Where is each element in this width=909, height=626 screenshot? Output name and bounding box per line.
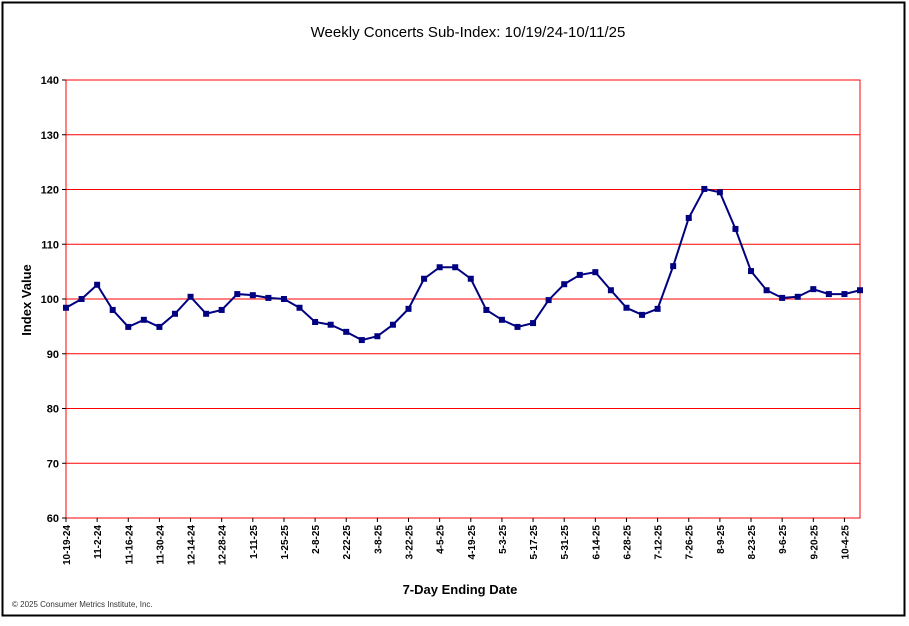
data-point [249,292,256,299]
x-tick-label: 7-26-25 [685,525,696,560]
data-point [156,323,163,330]
x-tick-label: 9-20-25 [809,525,820,560]
data-point [109,306,116,313]
y-tick-label: 70 [47,458,59,470]
x-tick-label: 2-22-25 [342,525,353,560]
data-point [343,328,350,335]
data-point [234,291,241,298]
data-point [389,321,396,328]
data-point [810,286,817,293]
data-point [825,291,832,298]
x-tick-label: 9-6-25 [778,525,789,554]
data-point [685,214,692,221]
data-point [296,304,303,311]
x-tick-label: 2-8-25 [311,525,322,554]
data-point [623,304,630,311]
x-tick-label: 3-8-25 [373,525,384,554]
y-axis-label: Index Value [19,264,34,336]
data-point [327,321,334,328]
data-point [592,269,599,276]
y-tick-label: 120 [41,185,59,197]
data-point [670,263,677,270]
data-point [358,337,365,344]
data-point [140,316,147,323]
data-point [265,294,272,301]
data-point [374,333,381,340]
x-axis-label: 7-Day Ending Date [403,582,518,597]
x-tick-label: 10-19-24 [62,525,73,565]
y-tick-label: 110 [41,239,59,251]
data-point [483,306,490,313]
copyright: © 2025 Consumer Metrics Institute, Inc. [12,600,153,609]
data-point [794,293,801,300]
data-point [716,189,723,196]
x-tick-label: 11-16-24 [124,525,135,565]
data-point [763,287,770,294]
x-tick-label: 11-30-24 [155,525,166,565]
data-point [436,264,443,271]
y-tick-label: 90 [47,349,59,361]
x-tick-label: 1-25-25 [280,525,291,560]
data-point [63,304,69,311]
data-point [280,296,287,302]
x-tick-label: 4-19-25 [467,525,478,560]
data-point [218,306,225,313]
y-tick-label: 60 [47,513,59,525]
data-point [841,291,848,298]
data-point [545,297,552,304]
data-point [421,275,428,282]
y-tick-label: 140 [41,75,59,87]
chart-frame [1,1,906,617]
y-tick-label: 100 [41,294,59,306]
data-point [187,293,194,300]
x-tick-label: 6-28-25 [622,525,633,560]
data-point [94,281,101,288]
data-point [405,305,412,312]
x-tick-label: 3-22-25 [405,525,416,560]
x-tick-label: 8-23-25 [747,525,758,560]
data-point [514,323,521,330]
series-line [65,187,861,342]
data-point [639,311,646,318]
data-point [779,294,786,301]
data-point [125,323,132,330]
x-tick-label: 4-5-25 [436,525,447,554]
data-point [732,225,739,232]
data-point [857,287,863,294]
x-tick-label: 1-11-25 [249,525,260,559]
data-point [654,305,661,312]
data-point [607,287,614,294]
data-point [561,281,568,288]
data-point [203,310,210,317]
data-point [701,185,708,192]
data-point [171,310,178,317]
x-tick-label: 8-9-25 [716,525,727,554]
chart-title: Weekly Concerts Sub-Index: 10/19/24-10/1… [311,24,626,41]
x-tick-label: 12-28-24 [218,525,229,565]
x-tick-label: 11-2-24 [93,525,104,559]
x-tick-label: 6-14-25 [591,525,602,560]
x-tick-label: 10-4-25 [840,525,851,560]
data-point [748,268,755,275]
data-point [498,316,505,323]
x-tick-label: 5-17-25 [529,525,540,560]
data-point [530,320,537,327]
data-point [78,296,85,302]
x-tick-label: 5-31-25 [560,525,571,560]
x-tick-label: 5-3-25 [498,525,509,554]
data-point [467,275,474,282]
data-point [576,271,583,278]
data-point [312,318,319,325]
x-tick-label: 7-12-25 [654,525,665,560]
x-tick-label: 12-14-24 [187,525,198,565]
y-tick-label: 80 [47,404,59,416]
y-tick-label: 130 [41,130,59,142]
data-point [452,264,459,271]
